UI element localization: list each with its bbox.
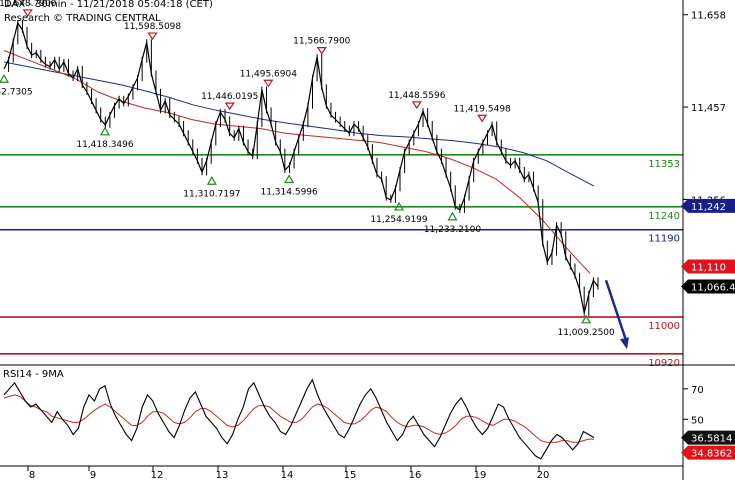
price-line — [3, 21, 599, 314]
x-tick-label: 14 — [281, 470, 294, 480]
high-label: 11,419.5498 — [454, 104, 512, 114]
x-tick-label: 12 — [151, 470, 164, 480]
price-tag-label: 11,066.4 — [691, 283, 735, 294]
rsi-tick-label: 70 — [691, 385, 704, 396]
high-label: 11,598.5098 — [124, 22, 182, 32]
ma-blue-line — [3, 61, 595, 187]
price-tag — [681, 259, 735, 274]
rsi-tag — [681, 445, 735, 460]
low-label: 11,418.3496 — [76, 140, 134, 150]
level-label: 11240 — [648, 211, 680, 222]
high-label: 11,446.0195 — [201, 92, 258, 102]
rsi-tag-label: 36.5814 — [691, 434, 732, 445]
price-panel: 11353 11240 11190 11000 10920 11,648.7900 11,5… — [0, 0, 683, 369]
x-tick-label: 19 — [474, 470, 487, 480]
high-marker-icon — [22, 9, 33, 18]
price-tick-label: 11,658 — [691, 11, 726, 22]
forecast-arrow-icon — [620, 337, 629, 350]
low-marker-icon — [581, 314, 592, 324]
rsi-line — [3, 378, 595, 460]
rsi-ma-line — [3, 394, 594, 443]
forecast-arrow-line — [604, 279, 629, 344]
level-label: 11353 — [648, 159, 680, 170]
high-label: 11,495.6904 — [240, 69, 298, 79]
ma-red-line — [3, 50, 591, 274]
price-tag — [681, 279, 735, 294]
low-label: 11,233.2100 — [424, 225, 482, 235]
low-marker-icon — [284, 174, 295, 184]
x-tick-label: 16 — [409, 470, 422, 480]
low-marker-icon — [447, 211, 458, 221]
high-marker-icon — [477, 114, 488, 123]
chart-source: Research © TRADING CENTRAL — [4, 13, 161, 24]
low-marker-icon — [206, 176, 217, 185]
price-tick-label: 11,457 — [691, 103, 726, 114]
high-marker-icon — [224, 102, 235, 111]
level-label: 11000 — [648, 321, 680, 332]
x-tick-label: 13 — [216, 470, 229, 480]
rsi-tag — [681, 430, 735, 445]
low-label: 11,314.5996 — [260, 187, 318, 197]
rsi-tag-label: 34.8362 — [691, 449, 732, 460]
low-label: 11,310.7197 — [183, 189, 240, 199]
low-marker-icon — [99, 126, 111, 136]
low-label: 11,009.2500 — [557, 328, 615, 338]
x-tick-label: 9 — [90, 470, 96, 480]
chart-title: DAX - 30min - 11/21/2018 05:04:18 (CET) — [4, 0, 213, 10]
high-label: 11,566.7900 — [293, 37, 351, 47]
rsi-title: RSI14 - 9MA — [3, 369, 64, 380]
low-marker-icon — [0, 74, 10, 83]
price-tag-label: 11,110 — [691, 263, 726, 274]
rsi-panel — [3, 378, 595, 460]
high-marker-icon — [147, 32, 158, 41]
high-marker-icon — [316, 47, 327, 55]
price-tag-label: 11,242 — [691, 202, 726, 213]
rsi-tick-label: 50 — [691, 415, 704, 426]
x-tick-label: 15 — [344, 470, 357, 480]
high-marker-icon — [263, 79, 274, 88]
level-label: 11190 — [648, 234, 680, 245]
price-tag — [681, 198, 735, 213]
high-label: 11,648.7900 — [0, 0, 57, 9]
low-label: 11,254.9199 — [370, 215, 428, 225]
low-marker-icon — [393, 201, 405, 211]
x-tick-label: 8 — [29, 470, 35, 480]
low-label: 11,532.7305 — [0, 87, 33, 97]
high-marker-icon — [411, 101, 422, 110]
level-label: 10920 — [648, 358, 680, 369]
high-label: 11,448.5596 — [388, 91, 446, 101]
x-tick-label: 20 — [537, 470, 550, 480]
